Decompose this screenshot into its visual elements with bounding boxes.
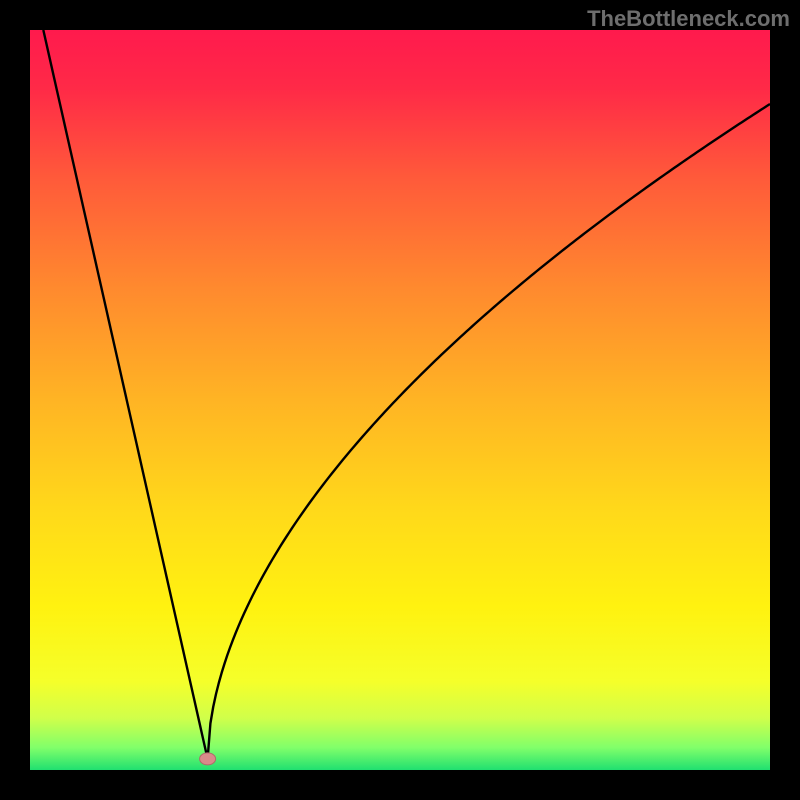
- bottleneck-curve: [43, 30, 770, 759]
- watermark-text: TheBottleneck.com: [587, 6, 790, 32]
- curve-layer: [0, 0, 800, 800]
- chart-container: TheBottleneck.com: [0, 0, 800, 800]
- vertex-marker: [200, 753, 216, 765]
